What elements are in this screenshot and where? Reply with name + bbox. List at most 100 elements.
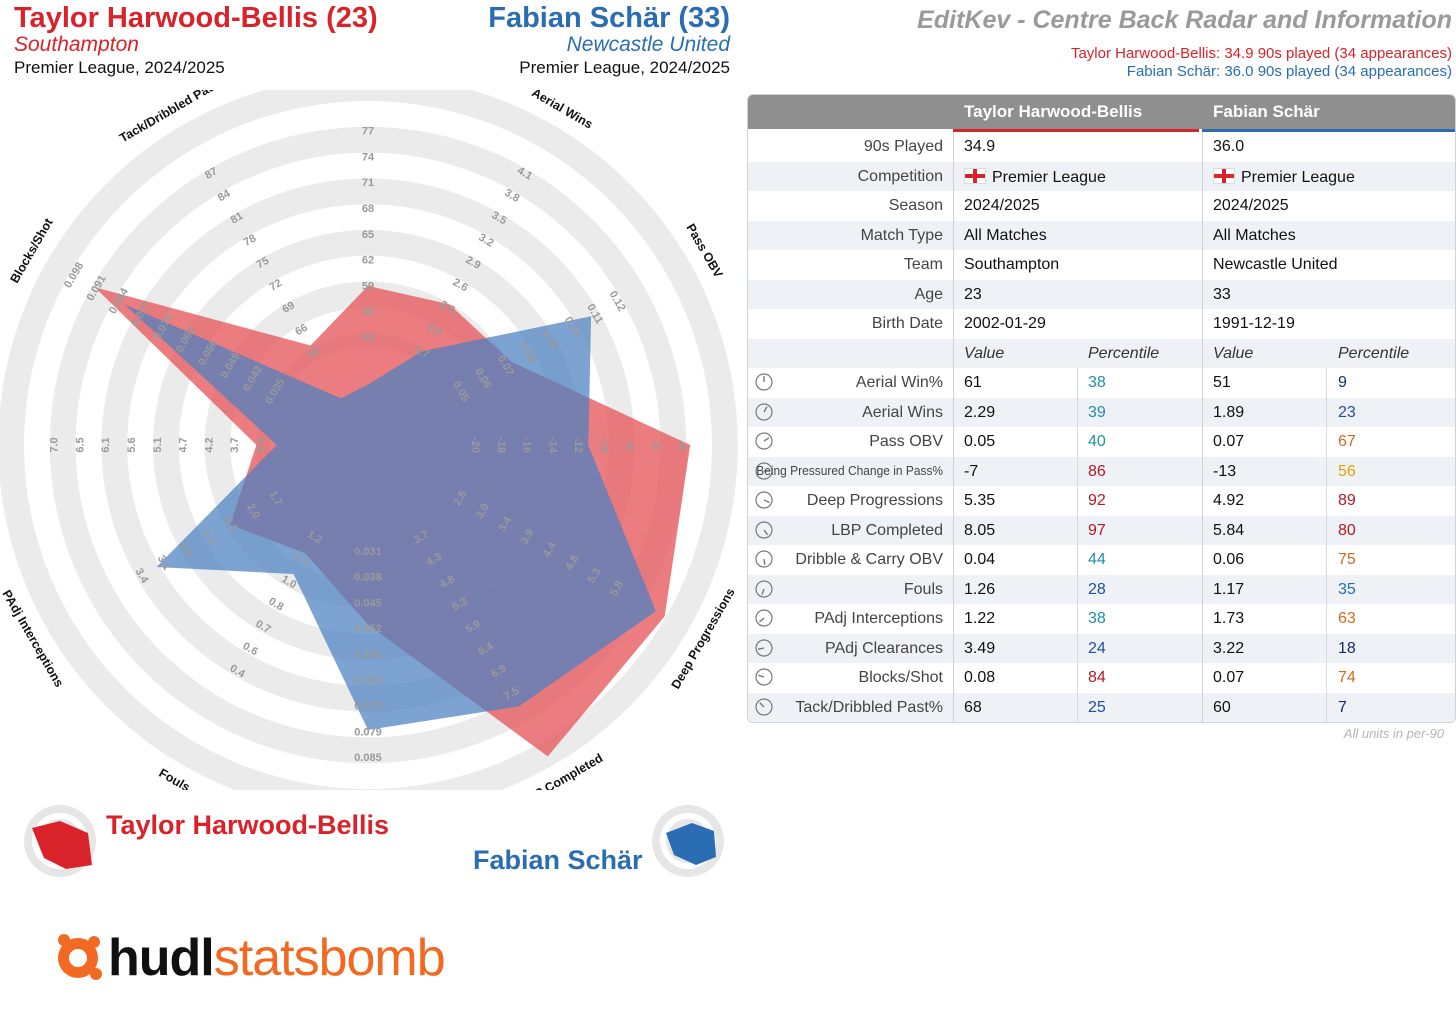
stat-value-player1: 2.29 xyxy=(964,403,996,421)
info-row: 90s Played 34.9 36.0 xyxy=(748,132,1455,162)
stat-value-player2: 3.22 xyxy=(1213,639,1245,657)
stat-percentile-player2: 18 xyxy=(1338,639,1356,657)
stat-value-player2: 5.84 xyxy=(1213,521,1245,539)
stat-percentile-player2: 75 xyxy=(1338,551,1356,568)
logo-hudl: hudl xyxy=(108,929,215,987)
info-value-player2: 33 xyxy=(1213,285,1231,303)
stat-percentile-player1: 86 xyxy=(1088,462,1106,480)
gauge-icon xyxy=(755,373,773,391)
radar-tick-label: 0.072 xyxy=(354,701,382,713)
statsbomb-logo-icon xyxy=(58,934,102,980)
stat-percentile-player2: 35 xyxy=(1338,580,1356,598)
legend-player1: Taylor Harwood-Bellis xyxy=(106,810,390,840)
info-value-player1: 34.9 xyxy=(964,138,996,155)
radar-tick-label: 81 xyxy=(229,210,246,227)
gauge-icon xyxy=(755,432,773,450)
stat-label: LBP Completed xyxy=(831,521,943,539)
stat-header-row: Value Percentile Value Percentile xyxy=(748,338,1455,368)
stat-percentile-player1: 97 xyxy=(1088,521,1106,539)
player1-team: Southampton xyxy=(14,33,139,56)
radar-tick-label: 68 xyxy=(362,203,374,215)
stat-value-player2: 0.07 xyxy=(1213,669,1245,686)
player1-title: Taylor Harwood-Bellis (23) xyxy=(14,2,378,34)
radar-tick-label: 0.085 xyxy=(354,752,382,764)
radar-tick-label: -14 xyxy=(546,437,558,454)
gauge-icon xyxy=(755,697,773,716)
stat-row: Dribble & Carry OBV 0.04 44 0.06 75 xyxy=(748,545,1455,575)
info-value-player1: 2002-01-29 xyxy=(964,315,1046,332)
gauge-icon xyxy=(755,520,773,539)
radar-tick-label: 78 xyxy=(242,232,259,249)
legend-player2: Fabian Schär xyxy=(473,845,643,875)
stat-label: Fouls xyxy=(903,580,943,598)
stat-percentile-player1: 39 xyxy=(1088,403,1106,421)
stat-percentile-player2: 7 xyxy=(1338,698,1347,716)
gauge-icon xyxy=(755,402,773,421)
table-col-player1: Taylor Harwood-Bellis xyxy=(964,102,1143,121)
info-value-player2: Newcastle United xyxy=(1213,256,1338,273)
stat-percentile-player2: 80 xyxy=(1338,521,1356,539)
info-row: Birth Date 2002-01-29 1991-12-19 xyxy=(748,309,1455,339)
table-header: Taylor Harwood-Bellis Fabian Schär xyxy=(748,95,1455,129)
gauge-icon xyxy=(755,461,773,480)
stat-percentile-player2: 74 xyxy=(1338,669,1356,686)
column-divider xyxy=(1202,132,1203,722)
value-header: Value xyxy=(964,344,1005,362)
stat-value-player2: 1.73 xyxy=(1213,610,1245,627)
radar-tick-label: 56 xyxy=(362,306,374,318)
radar-chart: 535659626568717477Aerial Win%1.72.02.32.… xyxy=(0,90,738,790)
radar-tick-label: -6 xyxy=(650,440,662,450)
stat-value-player1: 0.05 xyxy=(964,433,996,450)
info-label: Season xyxy=(888,197,943,214)
player2-title: Fabian Schär (33) xyxy=(488,2,730,34)
stat-row: Tack/Dribbled Past% 68 25 60 7 xyxy=(748,692,1455,722)
percentile-header: Percentile xyxy=(1088,344,1160,362)
info-label: Age xyxy=(914,285,943,303)
stat-percentile-player2: 23 xyxy=(1338,403,1356,421)
stat-value-player1: 5.35 xyxy=(964,492,996,509)
stats-table: Taylor Harwood-Bellis Fabian Schär 90s P… xyxy=(747,94,1456,723)
england-flag-icon xyxy=(1213,167,1235,184)
stat-value-player1: 1.26 xyxy=(964,580,996,598)
england-flag-icon xyxy=(964,167,986,184)
stat-label: PAdj Interceptions xyxy=(814,610,943,627)
stat-value-player1: 3.49 xyxy=(964,639,996,657)
stat-percentile-player1: 38 xyxy=(1088,374,1106,391)
info-value-player1: Premier League xyxy=(964,167,1106,187)
stat-row: Blocks/Shot 0.08 84 0.07 74 xyxy=(748,663,1455,693)
stat-percentile-player1: 25 xyxy=(1088,698,1106,716)
radar-tick-label: 75 xyxy=(255,255,272,272)
stat-value-player2: 0.06 xyxy=(1213,551,1245,568)
units-footnote: All units in per-90 xyxy=(1343,726,1444,741)
player1-underline xyxy=(953,129,1199,132)
stat-row: Deep Progressions 5.35 92 4.92 89 xyxy=(748,486,1455,516)
stat-label: Dribble & Carry OBV xyxy=(795,551,943,568)
stat-label: Aerial Wins xyxy=(862,403,943,421)
stat-percentile-player1: 84 xyxy=(1088,669,1106,686)
radar-tick-label: 4.2 xyxy=(203,437,215,452)
stat-value-player1: 0.04 xyxy=(964,551,996,568)
radar-tick-label: 0.065 xyxy=(354,675,382,687)
radar-tick-label: 6.1 xyxy=(100,437,112,452)
radar-metric-label: Fouls xyxy=(157,766,193,790)
radar-tick-label: 0.031 xyxy=(354,546,382,558)
stat-row: LBP Completed 8.05 97 5.84 80 xyxy=(748,515,1455,545)
stat-percentile-player2: 63 xyxy=(1338,610,1356,627)
stat-percentile-player2: 89 xyxy=(1338,492,1356,509)
player2-competition: Premier League, 2024/2025 xyxy=(519,58,730,77)
statsbomb-logo: hudlstatsbomb xyxy=(108,928,446,988)
stat-row: Pass OBV 0.05 40 0.07 67 xyxy=(748,427,1455,457)
radar-tick-label: 72 xyxy=(267,277,284,294)
info-value-player1: 23 xyxy=(964,285,982,303)
stat-value-player1: -7 xyxy=(964,462,979,480)
stat-label: Tack/Dribbled Past% xyxy=(795,698,943,716)
radar-tick-label: 0.052 xyxy=(354,623,382,635)
stat-percentile-player2: 67 xyxy=(1338,433,1356,450)
gauge-icon xyxy=(755,609,773,627)
info-value-player2: 2024/2025 xyxy=(1213,197,1289,214)
gauge-icon xyxy=(755,668,773,686)
radar-tick-label: 65 xyxy=(362,229,374,241)
info-value-player1: Southampton xyxy=(964,256,1060,273)
info-value-player2: All Matches xyxy=(1213,226,1296,244)
radar-tick-label: -18 xyxy=(495,437,507,453)
